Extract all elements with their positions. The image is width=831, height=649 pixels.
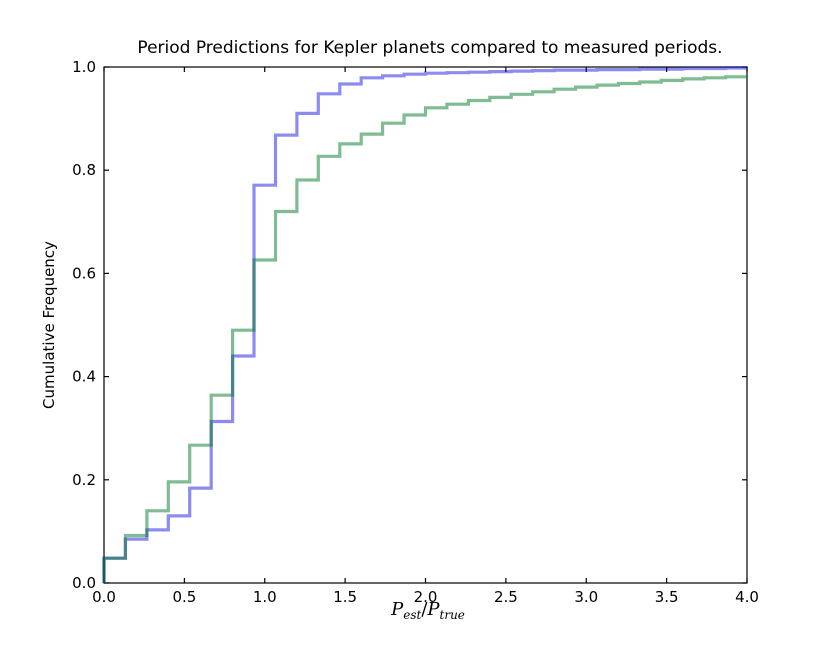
- y-tick-label: 1.0: [72, 58, 96, 76]
- x-axis-label-sub2: true: [440, 608, 465, 622]
- x-tick-label: 0.5: [172, 588, 196, 606]
- x-axis-label: Pest/Ptrue: [390, 599, 465, 622]
- x-tick-label: 0.0: [92, 588, 116, 606]
- x-tick-label: 3.0: [574, 588, 598, 606]
- y-tick-label: 0.2: [72, 471, 96, 489]
- x-tick-label: 1.5: [333, 588, 357, 606]
- x-axis-label-p2: P: [426, 599, 440, 620]
- series-blue-cdf: [102, 66, 747, 583]
- y-tick-label: 0.0: [72, 574, 96, 592]
- x-tick-label: 3.5: [655, 588, 679, 606]
- x-tick-label: 1.0: [253, 588, 277, 606]
- y-tick-label: 0.8: [72, 161, 96, 179]
- x-axis-label-slash: /: [421, 599, 428, 620]
- x-tick-label: 2.5: [494, 588, 518, 606]
- axes-frame: [103, 66, 748, 584]
- series-green-cdf: [102, 75, 747, 583]
- y-tick-label: 0.6: [72, 264, 96, 282]
- y-tick-label: 0.4: [72, 368, 96, 386]
- x-axis-label-sub1: est: [403, 608, 421, 622]
- chart-title: Period Predictions for Kepler planets co…: [137, 38, 722, 58]
- x-tick-label: 4.0: [735, 588, 759, 606]
- y-axis-label: Cumulative Frequency: [40, 241, 58, 409]
- x-tick-label: 2.0: [414, 588, 438, 606]
- x-axis-label-p1: P: [390, 599, 404, 620]
- plot-area: 0.0 0.5 1.0 1.5 2.0 2.5 3.0 3.5 4.0 0.0 0.2 0.4 0.6 0…: [72, 58, 759, 606]
